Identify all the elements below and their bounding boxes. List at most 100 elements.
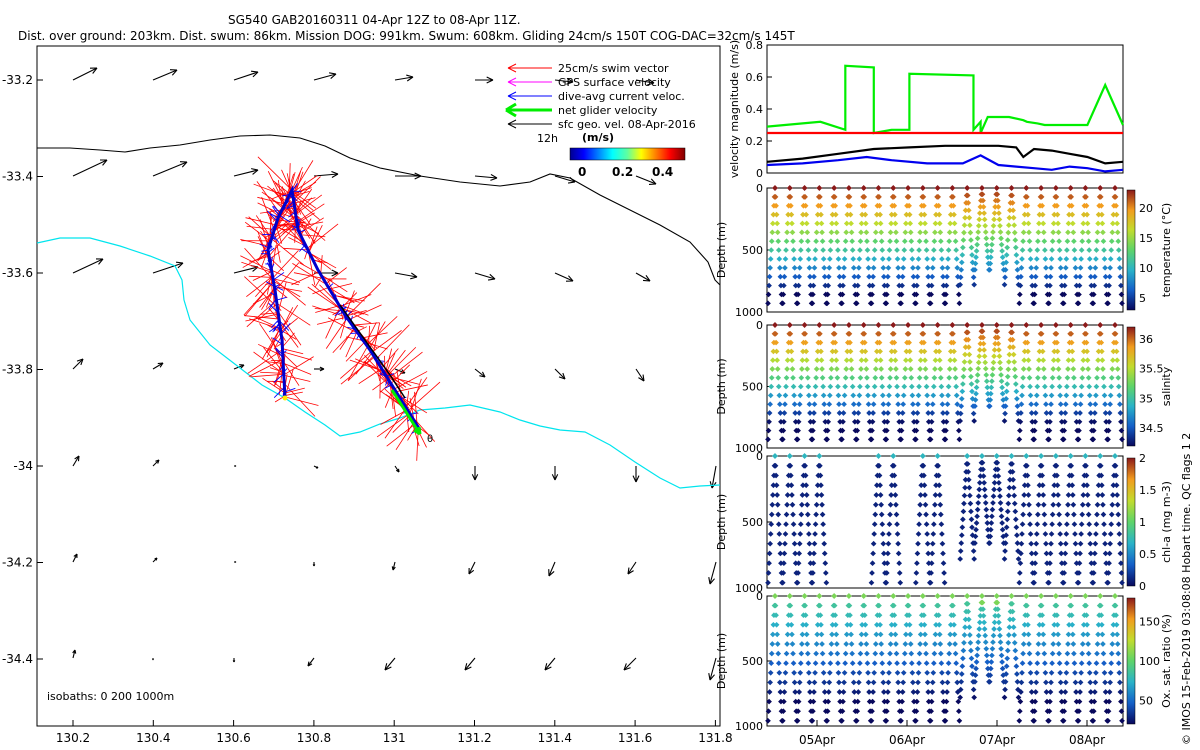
legend-dac-arrow [507,91,517,101]
profile-data-point [1002,403,1009,410]
profile-data-point [768,374,775,381]
profile-data-point [967,632,973,638]
profile-data-point [827,383,834,390]
profile-data-point [804,511,811,518]
profile-data-point [1085,650,1092,657]
profile-data-point [915,531,922,537]
profile-data-point [991,619,998,626]
profile-data-point [1027,531,1034,537]
swim-vector [312,287,329,295]
profile-data-point [992,473,998,479]
profile-data-point [1062,401,1069,408]
profile-data-point [931,521,937,528]
profile-data-point [1062,689,1069,695]
profile-data-point [846,330,853,337]
profile-data-point [1095,211,1102,218]
swim-vector [381,348,399,369]
profile-data-point [800,621,806,628]
colorbar-tick-label: 10 [1139,262,1153,275]
profile-data-point [853,436,860,443]
profile-data-point [908,383,915,390]
profile-data-point [1014,259,1020,266]
profile-data-point [1039,339,1045,346]
surface-arrow [474,272,496,280]
profile-data-point [888,482,895,489]
profile-data-point [788,621,795,628]
profile-data-point [817,462,823,469]
profile-data-point [807,560,814,567]
profile-data-point [1087,550,1094,557]
profile-data-point [1062,679,1069,686]
profile-data-point [937,641,944,647]
profile-data-point [1003,388,1010,395]
profile-data-point [767,679,773,686]
profile-data-point [938,383,945,390]
profile-data-point [872,650,879,657]
legend-sfc-label: sfc geo. vel. 08-Apr-2016 [558,118,696,131]
profile-data-point [1088,560,1095,567]
profile-data-point [863,631,869,638]
profile-data-point [998,372,1004,378]
profile-data-point [979,322,985,328]
profile-data-point [852,418,858,425]
profile-data-point [1050,220,1057,227]
profile-data-point [1057,392,1064,399]
profile-data-point [1028,265,1034,271]
surface-arrow-head [708,577,715,585]
profile-data-point [1013,524,1020,531]
profile-data-point [851,273,858,280]
profile-data-point [1116,256,1123,262]
swim-vector [333,294,365,302]
profile-data-point [777,265,783,271]
profile-data-point [909,392,916,399]
profile-data-point [847,211,854,218]
legend-gps-label: GPS surface velocity [558,76,671,89]
swim-vector [283,383,316,417]
profile-data-point [1102,689,1109,695]
profile-data-point [1065,631,1072,638]
profile-data-point [874,482,880,489]
profile-data-point [1109,229,1116,236]
surface-arrow-head [551,474,559,481]
dac-vector [267,210,278,222]
profile-data-point [1073,550,1079,557]
profile-data-point [843,229,850,236]
profile-data-point [797,521,804,528]
profile-data-point [826,679,833,686]
profile-data-point [998,645,1004,652]
profile-data-point [879,531,886,537]
profile-data-point [878,650,885,657]
profile-data-point [980,466,986,473]
profile-data-point [879,392,886,399]
profile-data-point [886,247,893,253]
profile-data-point [1073,560,1080,567]
profile-data-point [784,631,791,638]
profile-data-point [804,650,811,657]
profile-data-point [832,348,839,355]
profile-data-point [798,374,805,381]
profile-data-point [1028,273,1035,280]
profile-data-point [847,621,854,628]
profile-data-point [860,322,867,328]
profile-data-point [921,482,928,489]
profile-data-point [803,220,810,227]
profile-data-point [966,484,973,491]
profile-data-point [1083,612,1090,619]
profile-data-point [787,194,794,200]
profile-data-point [1091,282,1098,289]
profile-data-point [1062,410,1069,416]
profile-data-point [986,267,993,273]
profile-data-point [832,211,839,218]
profile-data-point [893,366,899,372]
profile-data-point [871,392,877,399]
profile-data-point [999,390,1006,397]
profile-data-point [1107,392,1114,399]
profile-data-point [1070,366,1077,372]
profile-data-point [997,639,1004,646]
profile-data-point [899,689,906,695]
profile-data-point [1038,194,1045,200]
swim-vector [355,352,373,375]
profile-data-point [1076,282,1083,289]
profile-data-point [927,717,934,724]
profile-data-point [1033,256,1040,262]
